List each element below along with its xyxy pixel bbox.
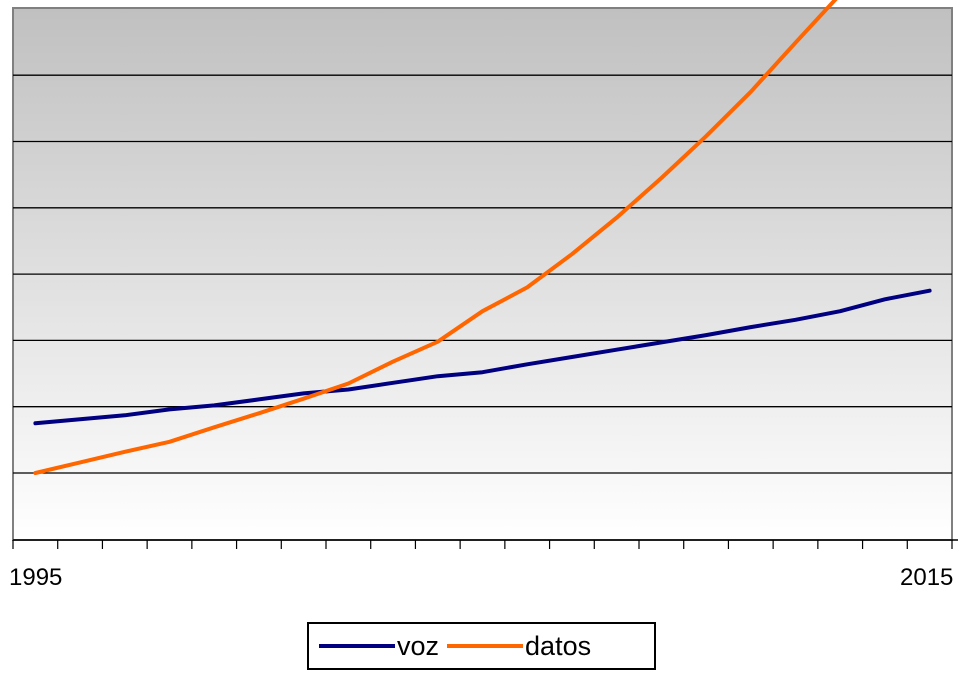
series-line-voz	[33, 288, 932, 426]
chart-legend: voz datos	[307, 622, 656, 670]
legend-label-datos: datos	[525, 630, 592, 661]
legend-swatch-datos	[447, 644, 524, 648]
legend-swatch-voz	[319, 644, 395, 648]
legend-label-voz: voz	[397, 630, 440, 661]
legend-entry-voz: voz	[319, 631, 439, 662]
x-tick-label-start: 1995	[9, 564, 63, 591]
series-line-datos	[33, 0, 838, 475]
x-tick-label-end: 2015	[900, 564, 954, 591]
line-chart: 1995 2015	[9, 0, 958, 591]
legend-entry-datos: datos	[447, 631, 591, 662]
chart-svg	[12, 0, 958, 549]
